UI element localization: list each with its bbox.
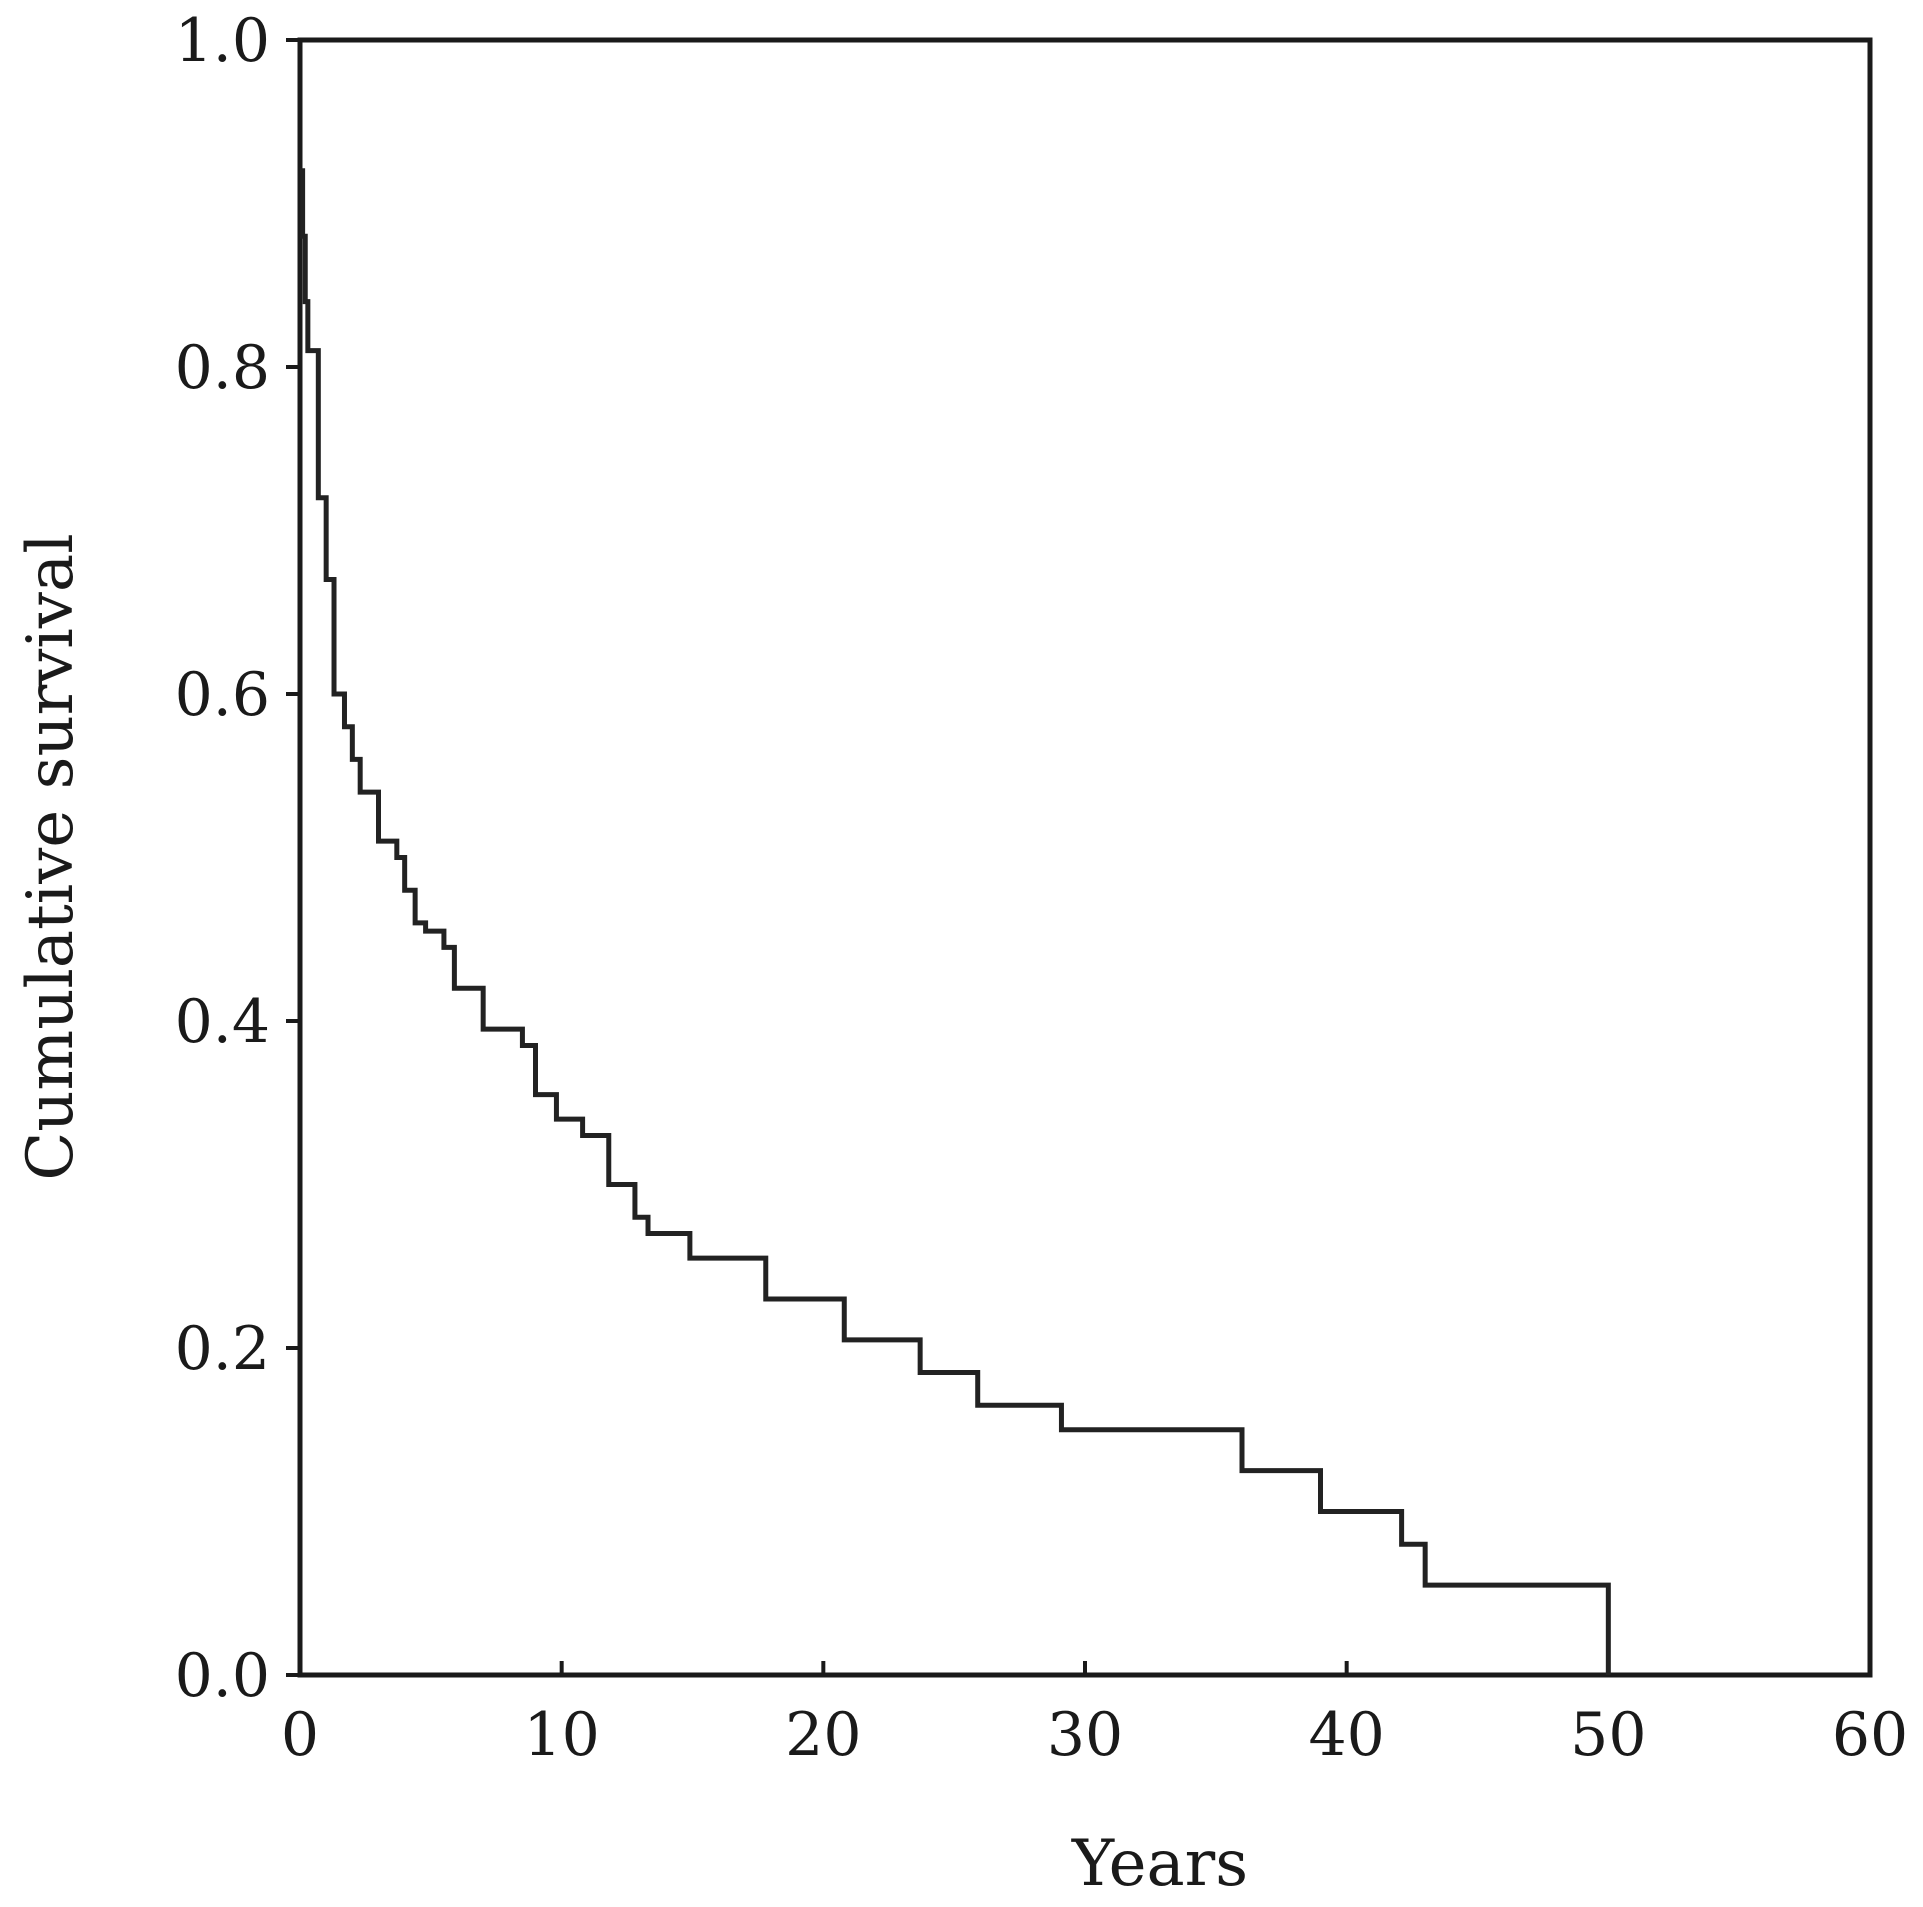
- x-tick-label: 60: [1832, 1700, 1908, 1770]
- x-tick-label: 20: [785, 1700, 861, 1770]
- x-tick-label: 0: [281, 1700, 319, 1770]
- x-axis-ticks: 0 10 20 30 40 50 60: [281, 1661, 1908, 1770]
- x-axis-title: Years: [1071, 1827, 1248, 1901]
- y-tick-label: 0.2: [175, 1314, 270, 1384]
- y-tick-label: 0.8: [175, 333, 270, 403]
- series-layer: [300, 168, 1611, 1675]
- survival-step-line: [300, 168, 1611, 1675]
- x-tick-label: 30: [1047, 1700, 1123, 1770]
- y-tick-label: 1.0: [175, 6, 270, 76]
- y-tick-label: 0.6: [175, 660, 270, 730]
- y-tick-label: 0.4: [175, 987, 270, 1057]
- y-axis-title: Cumulative survival: [14, 533, 88, 1180]
- x-tick-label: 10: [523, 1700, 599, 1770]
- x-tick-label: 40: [1308, 1700, 1384, 1770]
- x-tick-label: 50: [1570, 1700, 1646, 1770]
- y-tick-label: 0.0: [175, 1641, 270, 1711]
- y-axis-ticks: 0.0 0.2 0.4 0.6 0.8 1.0: [175, 6, 300, 1711]
